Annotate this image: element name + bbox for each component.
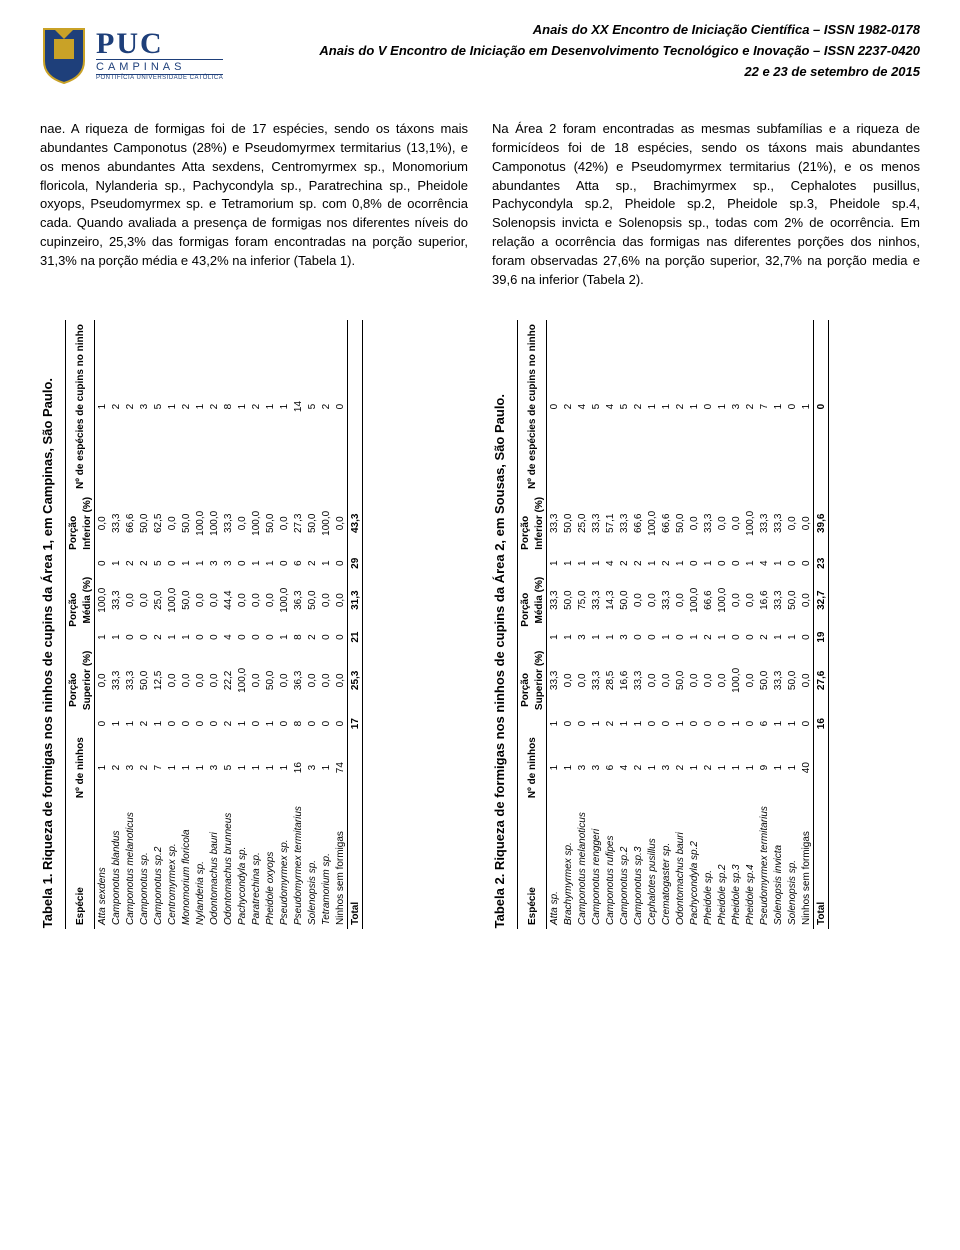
table-row: Tetramorium sp.100,000,01100,02 <box>319 320 333 929</box>
table-row: Camponotus sp.27112,5225,0562,55 <box>151 320 165 929</box>
table-2-caption: Tabela 2. Riqueza de formigas nos ninhos… <box>492 390 507 928</box>
table-row: Atta sexdens100,01100,000,01 <box>95 320 110 929</box>
table-row: Atta sp.1133,3133,3133,30 <box>547 320 562 929</box>
table-row: Camponotus blandus2133,3133,3133,32 <box>109 320 123 929</box>
table-row: Ninhos sem formigas7400,000,000,00 <box>333 320 348 929</box>
header-line-3: 22 e 23 de setembro de 2015 <box>319 62 920 83</box>
table-row: Camponotus melanoticus300,0375,0125,04 <box>575 320 589 929</box>
table-1-caption: Tabela 1. Riqueza de formigas nos ninhos… <box>40 374 55 928</box>
table-row: Paratrechina sp.100,000,01100,02 <box>249 320 263 929</box>
page-header: PUC CAMPINAS PONTIFÍCIA UNIVERSIDADE CAT… <box>40 20 920 90</box>
table-row: Pheidole sp.2100,01100,000,01 <box>715 320 729 929</box>
table-row: Solenopsis sp.1150,0150,000,00 <box>785 320 799 929</box>
logo-mid: CAMPINAS <box>96 59 223 75</box>
table-row: Monomorium floricola100,0150,0150,02 <box>179 320 193 929</box>
table-row: Camponotus melanoticus3133,300,0266,62 <box>123 320 137 929</box>
body-para-left: nae. A riqueza de formigas foi de 17 esp… <box>40 120 468 290</box>
table-row: Pseudomyrmex termitarius9650,0216,6433,3… <box>757 320 771 929</box>
table-row: Camponotus renggeri3133,3133,3133,35 <box>589 320 603 929</box>
table-row: Camponotus sp.24116,6350,0233,35 <box>617 320 631 929</box>
table-row: Pachycondyla sp.11100,000,000,01 <box>235 320 249 929</box>
table-2: EspécieNº de ninhosPorçãoPorçãoPorçãoNº … <box>517 320 829 929</box>
table-row: Camponotus rufipes6228,5114,3457,14 <box>603 320 617 929</box>
table-row: Ninhos sem formigas4000,000,000,01 <box>799 320 814 929</box>
table-1-wrapper: EspécieNº de ninhosPorçãoPorçãoPorçãoNº … <box>65 320 363 929</box>
table-row: Pseudomyrmex sp.100,01100,000,01 <box>277 320 291 929</box>
tables-row: Tabela 1. Riqueza de formigas nos ninhos… <box>40 320 920 929</box>
table-row: Solenopsis invicta1133,3133,3133,31 <box>771 320 785 929</box>
table-row: Odontomachus bauri300,000,03100,02 <box>207 320 221 929</box>
table-row: Brachymyrmex sp.100,0150,0150,02 <box>561 320 575 929</box>
header-line-2: Anais do V Encontro de Iniciação em Dese… <box>319 41 920 62</box>
table-1-block: Tabela 1. Riqueza de formigas nos ninhos… <box>40 320 468 929</box>
table-row: Pheidole sp.200,0266,6133,30 <box>701 320 715 929</box>
table-row: Pachycondyla sp.2100,01100,000,01 <box>687 320 701 929</box>
logo-bot: PONTIFÍCIA UNIVERSIDADE CATÓLICA <box>96 75 223 81</box>
puc-logo: PUC CAMPINAS PONTIFÍCIA UNIVERSIDADE CAT… <box>40 20 240 90</box>
shield-icon <box>40 25 88 85</box>
table-row: Centromyrmex sp.100,01100,000,01 <box>165 320 179 929</box>
table-row: Pheidole sp.311100,000,000,03 <box>729 320 743 929</box>
table-row: Cephalotes pusillus100,000,01100,01 <box>645 320 659 929</box>
header-text: Anais do XX Encontro de Iniciação Cientí… <box>319 20 920 82</box>
table-row: Crematogaster sp.300,0133,3266,61 <box>659 320 673 929</box>
table-row: Pheidole oxyops1150,000,0150,01 <box>263 320 277 929</box>
table-total-row: Total1627,61932,72339,60 <box>814 320 829 929</box>
table-row: Pheidole sp.4100,000,01100,02 <box>743 320 757 929</box>
table-row: Odontomachus bauri2150,000,0150,02 <box>673 320 687 929</box>
table-row: Odontomachus brunneus5222,2444,4333,38 <box>221 320 235 929</box>
table-row: Camponotus sp.32133,300,0266,62 <box>631 320 645 929</box>
table-row: Nylanderia sp.100,000,01100,01 <box>193 320 207 929</box>
table-row: Pseudomyrmex termitarius16836,3836,3627,… <box>291 320 305 929</box>
body-para-right: Na Área 2 foram encontradas as mesmas su… <box>492 120 920 290</box>
table-row: Camponotus sp.2250,000,0250,03 <box>137 320 151 929</box>
table-row: Solenopsis sp.300,0250,0250,05 <box>305 320 319 929</box>
table-2-wrapper: EspécieNº de ninhosPorçãoPorçãoPorçãoNº … <box>517 320 829 929</box>
body-columns: nae. A riqueza de formigas foi de 17 esp… <box>40 120 920 290</box>
header-line-1: Anais do XX Encontro de Iniciação Cientí… <box>319 20 920 41</box>
table-1: EspécieNº de ninhosPorçãoPorçãoPorçãoNº … <box>65 320 363 929</box>
logo-top: PUC <box>96 29 223 59</box>
table-total-row: Total1725,32131,32943,3 <box>348 320 363 929</box>
table-2-block: Tabela 2. Riqueza de formigas nos ninhos… <box>492 320 920 929</box>
